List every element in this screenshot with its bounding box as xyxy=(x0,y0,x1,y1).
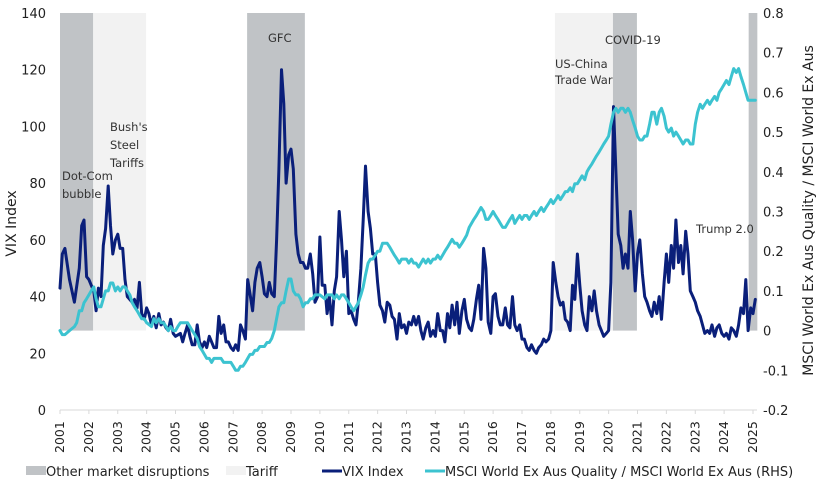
y-tick-label: 100 xyxy=(21,120,46,135)
y2-tick-label: -0.2 xyxy=(763,404,788,419)
y2-tick-label: 0.4 xyxy=(763,166,784,181)
x-tick-label: 2008 xyxy=(254,421,269,453)
x-tick-label: 2011 xyxy=(341,421,356,453)
annotation-label: Dot-Com xyxy=(62,169,113,183)
legend-label: Other market disruptions xyxy=(46,465,210,480)
series-lines xyxy=(58,67,757,372)
axes: 2001 2002 2003 2004 2005 2006 2007 2008 2009 2010… xyxy=(4,7,817,453)
y-tick-label: 60 xyxy=(29,234,46,249)
vix-index-line xyxy=(58,68,757,355)
y-tick-label: 0 xyxy=(38,404,46,419)
annotations: Dot-Com bubble Bush's Steel Tariffs GFC US-Chi… xyxy=(62,31,754,236)
y2-tick-label: 0.1 xyxy=(763,285,784,300)
x-tick-label: 2024 xyxy=(716,421,731,453)
x-tick-label: 2001 xyxy=(52,421,67,453)
annotation-label: COVID-19 xyxy=(605,33,661,47)
x-tick-label: 2014 xyxy=(427,421,442,453)
x-tick-label: 2007 xyxy=(225,421,240,453)
y-tick-label: 120 xyxy=(21,64,46,79)
annotation-label: US-China xyxy=(555,57,608,71)
legend: Other market disruptions Tariff VIX Index M… xyxy=(26,465,793,480)
x-tick-label: 2012 xyxy=(370,421,385,453)
x-tick-label: 2017 xyxy=(514,421,529,453)
x-tick-label: 2015 xyxy=(456,421,471,453)
y2-tick-label: 0.8 xyxy=(763,7,784,22)
y-tick-label: 20 xyxy=(29,347,46,362)
y-tick-label: 140 xyxy=(21,7,46,22)
annotation-label: Trump 2.0 xyxy=(695,222,754,236)
x-tick-label: 2020 xyxy=(601,421,616,453)
x-tick-label: 2019 xyxy=(572,421,587,453)
annotation-label: GFC xyxy=(268,31,292,45)
annotation-label: bubble xyxy=(62,187,101,201)
x-tick-label: 2003 xyxy=(110,421,125,453)
y2-tick-label: -0.1 xyxy=(763,364,788,379)
x-tick-label: 2018 xyxy=(543,421,558,453)
y2-tick-label: 0.3 xyxy=(763,206,784,221)
y-axis-title: VIX Index xyxy=(4,190,20,256)
y2-axis-title: MSCI World Ex Aus Quality / MSCI World E… xyxy=(801,45,817,376)
x-tick-label: 2002 xyxy=(81,421,96,453)
y2-tick-label: 0.6 xyxy=(763,86,784,101)
band-trump-2-0 xyxy=(748,13,758,331)
band-covid-19 xyxy=(612,13,637,331)
annotation-label: Trade War xyxy=(554,73,613,87)
y2-tick-label: 0.2 xyxy=(763,245,784,260)
legend-label: Tariff xyxy=(245,465,279,480)
annotation-label: Bush's xyxy=(110,120,148,134)
legend-swatch-band xyxy=(26,466,46,475)
x-tick-label: 2025 xyxy=(745,421,760,453)
y-tick-label: 80 xyxy=(29,177,46,192)
x-tick-label: 2004 xyxy=(139,421,154,453)
msci-quality-ratio-line xyxy=(58,67,757,372)
x-tick-label: 2010 xyxy=(312,421,327,453)
y2-tick-label: 0 xyxy=(763,325,771,340)
y2-tick-label: 0.5 xyxy=(763,126,784,141)
x-tick-label: 2009 xyxy=(283,421,298,453)
y-tick-label: 40 xyxy=(29,291,46,306)
legend-swatch-band xyxy=(226,466,246,475)
x-tick-label: 2023 xyxy=(687,421,702,453)
x-tick-label: 2021 xyxy=(630,421,645,453)
legend-label: MSCI World Ex Aus Quality / MSCI World E… xyxy=(445,465,793,480)
x-tick-label: 2006 xyxy=(196,421,211,453)
x-tick-label: 2016 xyxy=(485,421,500,453)
y2-tick-label: 0.7 xyxy=(763,47,784,62)
x-tick-label: 2022 xyxy=(658,421,673,453)
annotation-label: Steel xyxy=(110,138,139,152)
legend-label: VIX Index xyxy=(342,465,404,480)
event-bands xyxy=(60,13,758,331)
x-tick-label: 2013 xyxy=(399,421,414,453)
band-us-china-trade-war xyxy=(554,13,613,331)
annotation-label: Tariffs xyxy=(109,156,144,170)
x-tick-label: 2005 xyxy=(168,421,183,453)
